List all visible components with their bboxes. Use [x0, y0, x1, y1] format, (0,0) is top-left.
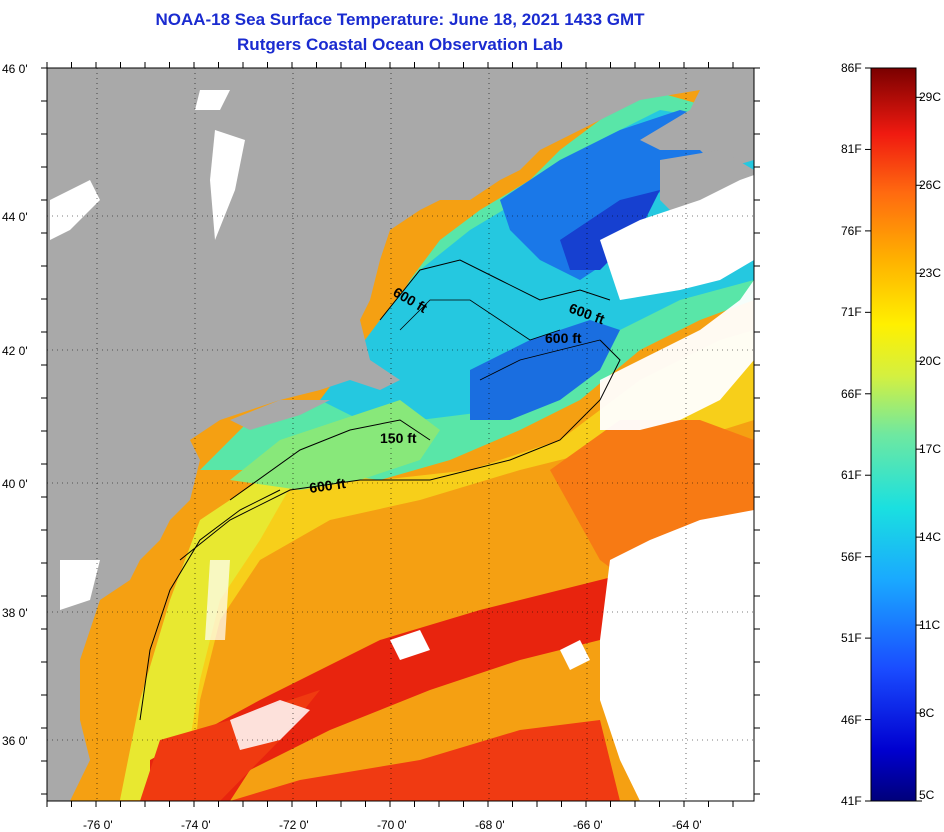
longitude-label: -76 0': [83, 818, 113, 832]
contour-label: 600 ft: [308, 475, 347, 496]
cloud-cover: [600, 280, 754, 430]
colorbar-f-label: 71F: [841, 305, 862, 320]
contour-600ft: [179, 339, 621, 561]
latitude-label: 44 0': [2, 210, 28, 224]
latitude-label: 36 0': [2, 734, 28, 748]
latitude-label: 46 0': [2, 62, 28, 76]
colorbar-c-label: 23C: [919, 266, 942, 281]
colorbar-c-label: 11C: [919, 618, 941, 633]
colorbar-f-label: 51F: [841, 631, 862, 646]
colorbar-c-label: 8C: [919, 706, 935, 721]
colorbar-c-label: 14C: [919, 530, 942, 545]
longitude-label: -68 0': [475, 818, 505, 832]
map-title: NOAA-18 Sea Surface Temperature: June 18…: [155, 10, 645, 29]
colorbar-f-label: 76F: [841, 223, 862, 238]
colorbar-f-label: 56F: [841, 549, 862, 564]
colorbar: [870, 67, 917, 802]
map-plot-area: [47, 68, 754, 801]
longitude-label: -70 0': [377, 818, 407, 832]
longitude-label: -72 0': [279, 818, 309, 832]
longitude-label: -64 0': [672, 818, 702, 832]
colorbar-ticks: [865, 67, 922, 802]
contour-label: 150 ft: [380, 430, 417, 446]
longitude-labels: -76 0' -74 0' -72 0' -70 0' -68 0' -66 0' -64 …: [83, 818, 702, 832]
contour-label: 600 ft: [545, 330, 582, 346]
colorbar-f-label: 61F: [841, 468, 862, 483]
map-subtitle: Rutgers Coastal Ocean Observation Lab: [237, 35, 563, 54]
colorbar-f-label: 66F: [841, 386, 862, 401]
colorbar-f-label: 81F: [841, 142, 862, 157]
latitude-label: 42 0': [2, 344, 28, 358]
georges-bank-cold: [470, 320, 620, 420]
colorbar-c-label: 29C: [919, 90, 942, 105]
longitude-label: -66 0': [573, 818, 603, 832]
long-island: [230, 400, 330, 430]
land-mass: [47, 68, 754, 801]
latitude-label: 38 0': [2, 606, 28, 620]
colorbar-f-label: 86F: [841, 61, 862, 75]
colorbar-c-label: 17C: [919, 442, 942, 457]
graticule: [47, 68, 754, 801]
colorbar-c-label: 26C: [919, 178, 942, 193]
colorbar-c-label: 5C: [919, 788, 935, 802]
colorbar-f-label: 41F: [841, 794, 862, 808]
latitude-labels: 46 0' 44 0' 42 0' 40 0' 38 0' 36 0': [2, 62, 28, 748]
longitude-label: -74 0': [181, 818, 211, 832]
contour-150ft: [229, 419, 431, 501]
colorbar-f-label: 46F: [841, 712, 862, 727]
colorbar-c-label: 20C: [919, 354, 942, 369]
plot-frame: [46, 67, 755, 802]
latitude-label: 40 0': [2, 477, 28, 491]
axis-ticks: [41, 62, 760, 807]
